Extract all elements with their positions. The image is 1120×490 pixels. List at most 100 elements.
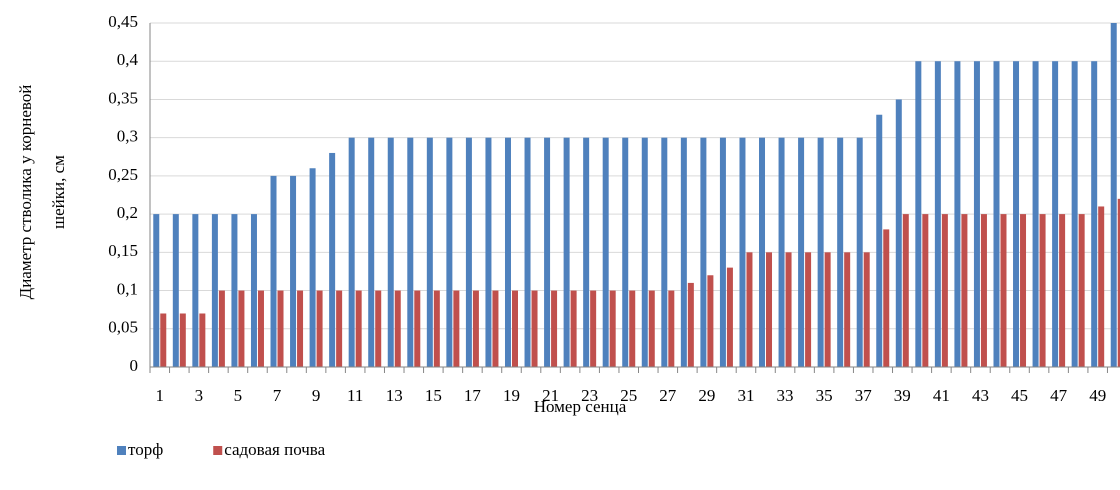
y-tick-label: 0,05 (108, 318, 138, 337)
bar (1032, 61, 1039, 367)
bar (414, 290, 421, 367)
y-tick-label: 0,3 (117, 127, 138, 146)
bar (238, 290, 245, 367)
y-axis-title: шейки, см (49, 155, 68, 229)
x-tick-label: 27 (659, 386, 677, 405)
bar (726, 267, 733, 367)
bar (394, 290, 401, 367)
bar (648, 290, 655, 367)
x-tick-label: 11 (347, 386, 363, 405)
x-tick-label: 15 (425, 386, 442, 405)
x-tick-label: 21 (542, 386, 559, 405)
y-tick-label: 0,4 (117, 50, 139, 69)
bar (746, 252, 753, 367)
x-tick-label: 47 (1050, 386, 1068, 405)
bar (492, 290, 499, 367)
bar (583, 137, 590, 367)
bar (817, 137, 824, 367)
y-tick-label: 0,35 (108, 88, 138, 107)
bar (961, 214, 968, 367)
x-tick-label: 13 (386, 386, 403, 405)
x-tick-label: 7 (273, 386, 282, 405)
bar (309, 168, 316, 367)
bar (609, 290, 616, 367)
bar (329, 152, 336, 367)
bar (680, 137, 687, 367)
bar (192, 214, 199, 367)
bar (179, 313, 186, 367)
legend-label: садовая почва (224, 440, 325, 459)
bar (211, 214, 218, 367)
bar (602, 137, 609, 367)
y-tick-label: 0,25 (108, 165, 138, 184)
x-tick-label: 33 (777, 386, 794, 405)
bar (766, 252, 773, 367)
bar (844, 252, 851, 367)
x-tick-label: 23 (581, 386, 598, 405)
x-tick-label: 17 (464, 386, 482, 405)
bar (895, 99, 902, 367)
bar (1098, 206, 1105, 367)
y-tick-label: 0,45 (108, 12, 138, 31)
bar (250, 214, 257, 367)
bar (1071, 61, 1078, 367)
bar (863, 252, 870, 367)
bar (1117, 198, 1120, 367)
bar (687, 282, 694, 367)
bar (172, 214, 179, 367)
bar (805, 252, 812, 367)
legend-label: торф (128, 440, 163, 459)
x-tick-label: 31 (737, 386, 754, 405)
bar (1110, 23, 1117, 367)
x-tick-label: 39 (894, 386, 911, 405)
x-tick-label: 1 (156, 386, 165, 405)
x-tick-label: 41 (933, 386, 950, 405)
bar (980, 214, 987, 367)
bar (1091, 61, 1098, 367)
legend-swatch (117, 446, 126, 455)
x-tick-label: 9 (312, 386, 321, 405)
bar (798, 137, 805, 367)
bar (426, 137, 433, 367)
bar (355, 290, 362, 367)
bar (739, 137, 746, 367)
x-tick-label: 3 (195, 386, 204, 405)
bar (544, 137, 551, 367)
x-tick-label: 25 (620, 386, 637, 405)
bar (218, 290, 225, 367)
bar (700, 137, 707, 367)
bar (590, 290, 597, 367)
bar (511, 290, 518, 367)
bar (707, 275, 714, 367)
bar (1078, 214, 1085, 367)
bar (778, 137, 785, 367)
bar (297, 290, 304, 367)
bar (472, 290, 479, 367)
y-tick-label: 0,1 (117, 279, 138, 298)
bar (316, 290, 323, 367)
bar (641, 137, 648, 367)
bar (407, 137, 414, 367)
bar (551, 290, 558, 367)
bar (446, 137, 453, 367)
x-tick-label: 49 (1089, 386, 1106, 405)
x-tick-label: 37 (855, 386, 873, 405)
bar (856, 137, 863, 367)
bar (348, 137, 355, 367)
bar (1039, 214, 1046, 367)
bar (465, 137, 472, 367)
bar (290, 175, 297, 367)
bar (785, 252, 792, 367)
bar (973, 61, 980, 367)
x-tick-label: 35 (816, 386, 833, 405)
bar (1020, 214, 1027, 367)
bar (668, 290, 675, 367)
bar (719, 137, 726, 367)
bar (1059, 214, 1066, 367)
bar (837, 137, 844, 367)
bar (1013, 61, 1020, 367)
bar (160, 313, 167, 367)
bar (563, 137, 570, 367)
bar (524, 137, 531, 367)
